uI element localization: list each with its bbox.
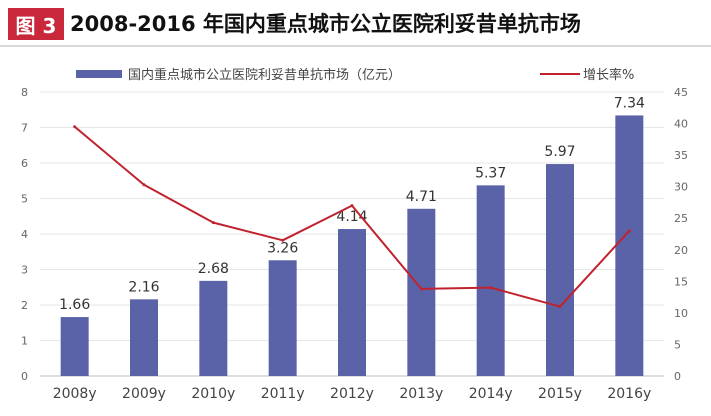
title-bar: 图 3 2008-2016 年国内重点城市公立医院利妥昔单抗市场 bbox=[0, 0, 711, 48]
right-axis: 0 5 10 15 20 25 30 35 40 45 bbox=[674, 86, 688, 383]
right-tick-label: 45 bbox=[674, 86, 688, 99]
bar-value-label: 4.71 bbox=[406, 189, 437, 205]
growth-point bbox=[558, 305, 562, 309]
right-tick-label: 30 bbox=[674, 181, 688, 194]
x-tick-label: 2015y bbox=[538, 386, 582, 402]
bar-value-label: 5.97 bbox=[544, 144, 575, 160]
bar bbox=[60, 317, 89, 376]
bar bbox=[615, 115, 644, 377]
growth-point bbox=[211, 221, 215, 225]
chart-title: 2008-2016 年国内重点城市公立医院利妥昔单抗市场 bbox=[70, 12, 581, 36]
x-tick-label: 2012y bbox=[330, 386, 374, 402]
bar-value-label: 1.66 bbox=[59, 297, 90, 313]
bar-value-label: 4.14 bbox=[336, 209, 367, 225]
legend-line-label: 增长率% bbox=[583, 67, 634, 83]
legend-bar-swatch bbox=[76, 70, 122, 78]
left-tick-label: 1 bbox=[21, 335, 28, 348]
bar bbox=[130, 299, 158, 376]
growth-point bbox=[142, 183, 146, 187]
legend: 国内重点城市公立医院利妥昔单抗市场（亿元） 增长率% bbox=[76, 67, 634, 83]
growth-point bbox=[419, 287, 423, 291]
growth-point bbox=[489, 286, 493, 290]
legend-bar-label: 国内重点城市公立医院利妥昔单抗市场（亿元） bbox=[128, 67, 401, 83]
growth-point bbox=[627, 229, 631, 233]
bar bbox=[268, 260, 297, 376]
bar-labels: 1.66 2.16 2.68 3.26 4.14 4.71 5.37 5.97 7.34 bbox=[59, 95, 645, 313]
growth-point bbox=[350, 204, 354, 208]
bar-series bbox=[60, 115, 644, 377]
bar bbox=[199, 280, 228, 376]
growth-point bbox=[281, 238, 285, 242]
x-tick-label: 2014y bbox=[469, 386, 513, 402]
title-divider bbox=[0, 45, 711, 47]
left-tick-label: 3 bbox=[21, 264, 28, 277]
x-axis: 2008y 2009y 2010y 2011y 2012y 2013y 2014y 2015y… bbox=[53, 386, 652, 402]
x-tick-label: 2013y bbox=[399, 386, 443, 402]
left-tick-label: 5 bbox=[21, 193, 28, 206]
left-axis: 0 1 2 3 4 5 6 7 8 bbox=[21, 86, 28, 383]
bar-value-label: 2.68 bbox=[198, 261, 229, 277]
x-tick-label: 2016y bbox=[607, 386, 651, 402]
right-tick-label: 40 bbox=[674, 118, 688, 131]
bar-value-label: 3.26 bbox=[267, 240, 298, 256]
left-tick-label: 8 bbox=[21, 86, 28, 99]
right-tick-label: 0 bbox=[674, 370, 681, 383]
left-tick-label: 7 bbox=[21, 122, 28, 135]
right-tick-label: 5 bbox=[674, 338, 681, 351]
growth-point bbox=[73, 125, 77, 129]
left-tick-label: 0 bbox=[21, 370, 28, 383]
bar-value-label: 7.34 bbox=[614, 95, 645, 111]
bar-value-label: 5.37 bbox=[475, 165, 506, 181]
left-tick-label: 4 bbox=[21, 228, 28, 241]
x-tick-label: 2008y bbox=[53, 386, 97, 402]
right-tick-label: 20 bbox=[674, 244, 688, 257]
right-tick-label: 25 bbox=[674, 212, 688, 225]
bar-value-label: 2.16 bbox=[128, 279, 159, 295]
right-tick-label: 15 bbox=[674, 275, 688, 288]
bar bbox=[407, 208, 436, 376]
x-tick-label: 2009y bbox=[122, 386, 166, 402]
left-tick-label: 2 bbox=[21, 299, 28, 312]
x-tick-label: 2010y bbox=[191, 386, 235, 402]
right-tick-label: 35 bbox=[674, 149, 688, 162]
figure-badge: 图 3 bbox=[8, 8, 64, 40]
bar bbox=[546, 164, 574, 376]
bar bbox=[338, 229, 366, 376]
right-tick-label: 10 bbox=[674, 307, 688, 320]
bar bbox=[476, 185, 505, 376]
line-series bbox=[73, 125, 631, 309]
x-tick-label: 2011y bbox=[261, 386, 305, 402]
left-tick-label: 6 bbox=[21, 157, 28, 170]
